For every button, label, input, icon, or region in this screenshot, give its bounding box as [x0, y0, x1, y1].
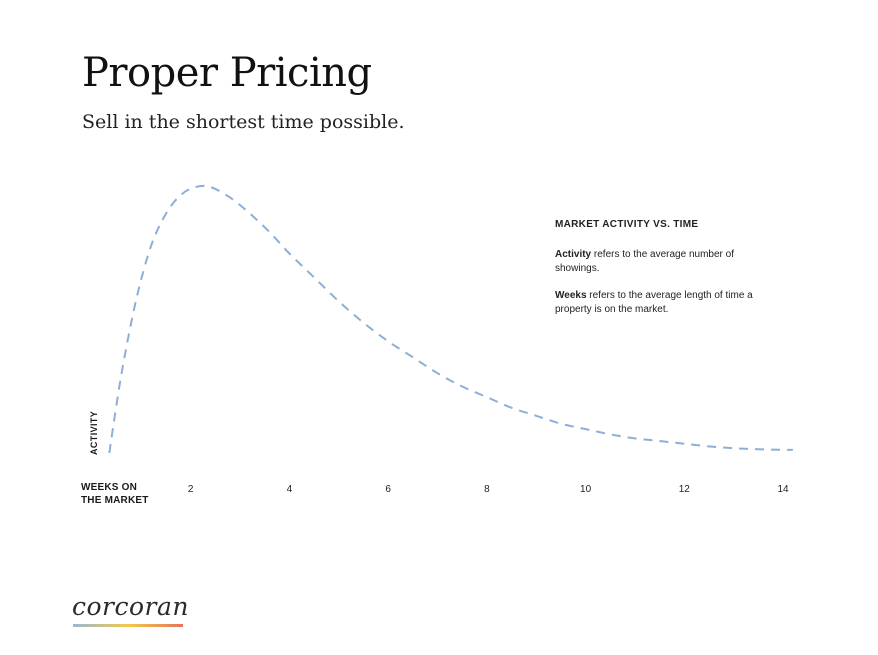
page-title: Proper Pricing: [82, 50, 372, 96]
notes-heading: MARKET ACTIVITY VS. TIME: [555, 219, 699, 230]
weeks-text: refers to the average length of time a p…: [555, 290, 753, 315]
x-tick-labels: 2 4 6 8 10 12 14: [188, 484, 789, 495]
x-axis-label-line1: WEEKS ON: [81, 482, 138, 493]
x-tick-label: 6: [385, 484, 391, 495]
x-tick-label: 4: [287, 484, 293, 495]
y-axis-label: ACTIVITY: [89, 410, 99, 455]
activity-curve: [108, 184, 793, 454]
x-tick-label: 8: [484, 484, 490, 495]
weeks-term: Weeks: [555, 290, 587, 301]
x-tick-label: 10: [580, 484, 592, 495]
x-tick-label: 2: [188, 484, 194, 495]
activity-text: refers to the average number of showings…: [555, 249, 734, 274]
activity-term: Activity: [555, 249, 592, 260]
chart-notes: MARKET ACTIVITY VS. TIME Activity refers…: [555, 218, 765, 330]
weeks-definition: Weeks refers to the average length of ti…: [555, 289, 765, 317]
corcoran-logo: Corcoran: [72, 592, 190, 621]
x-tick-label: 12: [679, 484, 691, 495]
page-subtitle: Sell in the shortest time possible.: [82, 111, 405, 133]
curve-layer: [108, 184, 793, 454]
x-axis-label: WEEKS ON THE MARKET: [81, 481, 171, 507]
logo-gradient-bar: [73, 624, 183, 627]
activity-definition: Activity refers to the average number of…: [555, 248, 765, 276]
x-axis-label-line2: THE MARKET: [81, 495, 149, 506]
x-tick-label: 14: [777, 484, 789, 495]
